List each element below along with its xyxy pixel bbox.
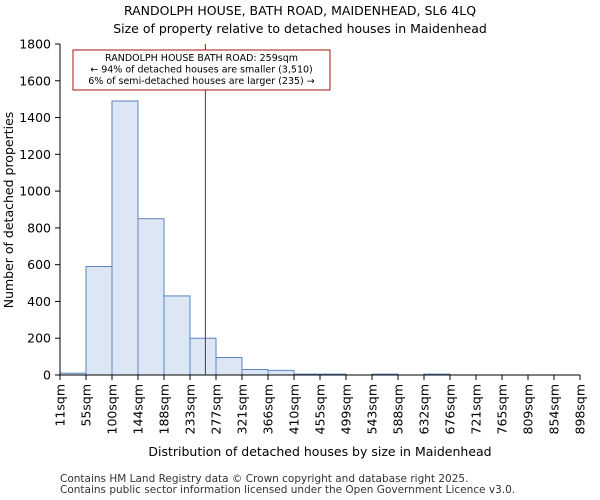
y-tick-label: 400 (27, 294, 51, 309)
chart-title: RANDOLPH HOUSE, BATH ROAD, MAIDENHEAD, S… (123, 3, 477, 18)
x-tick-label: 765sqm (495, 384, 510, 434)
chart-subtitle: Size of property relative to detached ho… (113, 21, 487, 36)
x-tick-label: 632sqm (417, 384, 432, 434)
y-axis-label: Number of detached properties (1, 112, 16, 309)
x-tick-label: 721sqm (469, 384, 484, 434)
x-tick-label: 144sqm (131, 384, 146, 434)
x-tick-label: 543sqm (365, 384, 380, 434)
x-tick-label: 898sqm (573, 384, 588, 434)
y-tick-label: 1400 (19, 110, 51, 125)
y-tick-label: 200 (27, 331, 51, 346)
footer-line-1: Contains HM Land Registry data © Crown c… (60, 473, 469, 485)
footer-line-2: Contains public sector information licen… (60, 484, 516, 496)
y-tick-label: 1200 (19, 147, 51, 162)
x-tick-label: 499sqm (339, 384, 354, 434)
x-tick-label: 11sqm (53, 384, 68, 427)
histogram-bar (137, 218, 165, 376)
y-tick-label: 1600 (19, 73, 51, 88)
x-tick-label: 410sqm (287, 384, 302, 434)
x-tick-label: 676sqm (443, 384, 458, 434)
histogram-bar (85, 266, 113, 376)
x-tick-label: 366sqm (261, 384, 276, 434)
histogram-bar (163, 295, 191, 376)
histogram-bar (267, 369, 295, 376)
x-tick-label: 809sqm (521, 384, 536, 434)
annotation-line: ← 94% of detached houses are smaller (3,… (90, 65, 313, 76)
histogram-bar (111, 100, 139, 376)
x-tick-label: 455sqm (313, 384, 328, 434)
x-tick-label: 588sqm (391, 384, 406, 434)
x-tick-label: 277sqm (209, 384, 224, 434)
annotation-line: RANDOLPH HOUSE BATH ROAD: 259sqm (105, 53, 298, 64)
annotation-line: 6% of semi-detached houses are larger (2… (88, 76, 315, 87)
y-tick-label: 0 (43, 368, 51, 383)
y-tick-label: 800 (27, 220, 51, 235)
annotation-box (72, 49, 331, 91)
histogram-bar (215, 357, 243, 376)
y-tick-label: 1800 (19, 37, 51, 52)
x-tick-label: 854sqm (547, 384, 562, 434)
y-tick-label: 600 (27, 257, 51, 272)
x-axis-label: Distribution of detached houses by size … (148, 444, 491, 459)
x-tick-label: 100sqm (105, 384, 120, 434)
y-tick-label: 1000 (19, 184, 51, 199)
x-tick-label: 321sqm (235, 384, 250, 434)
x-tick-label: 188sqm (157, 384, 172, 434)
x-tick-label: 55sqm (79, 384, 94, 427)
histogram-bar (189, 337, 217, 376)
histogram-bar (241, 368, 269, 376)
x-tick-label: 233sqm (183, 384, 198, 434)
